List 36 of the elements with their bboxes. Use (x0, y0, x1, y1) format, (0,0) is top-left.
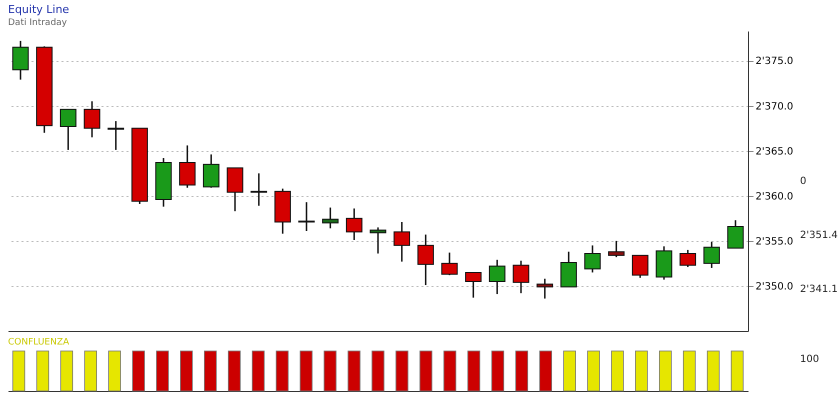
candlestick (465, 272, 482, 298)
text: 2'351.4 (800, 230, 838, 241)
candlestick (179, 144, 196, 189)
chart-subtitle: Dati Intraday (8, 18, 68, 28)
text: 0 (800, 176, 806, 187)
candlestick (584, 244, 601, 274)
y-tick-label: 2'360.0 (756, 191, 794, 202)
candlestick (322, 206, 339, 230)
candlestick (680, 249, 696, 268)
candlestick (632, 254, 648, 279)
y-tick-label: 2'370.0 (756, 101, 794, 112)
candlestick (12, 40, 29, 80)
candlestick (346, 208, 362, 241)
candlestick (441, 252, 458, 276)
chart-title: CONFLUENZA (8, 338, 70, 348)
candlestick (370, 226, 386, 254)
candlestick (394, 221, 410, 262)
candlestick (417, 234, 434, 286)
candlestick (298, 201, 315, 232)
y-tick-label: 2'365.0 (756, 146, 794, 158)
candlestick (703, 241, 720, 269)
text: 100 (800, 354, 820, 365)
candlestick (60, 108, 76, 151)
candlestick (727, 219, 744, 249)
text: 2'341.1 (800, 284, 838, 295)
candlestick (202, 154, 220, 189)
y-tick-label: 2'350.0 (756, 281, 794, 292)
candlestick (512, 260, 530, 294)
candlestick (488, 259, 506, 295)
candlestick (250, 172, 268, 207)
chart-title: Equity Line (8, 3, 70, 16)
y-tick-label: 2'375.0 (756, 56, 794, 68)
candlestick (608, 240, 625, 258)
y-tick-label: 2'355.0 (756, 236, 794, 248)
candlestick (84, 100, 100, 138)
candlestick (536, 278, 554, 300)
